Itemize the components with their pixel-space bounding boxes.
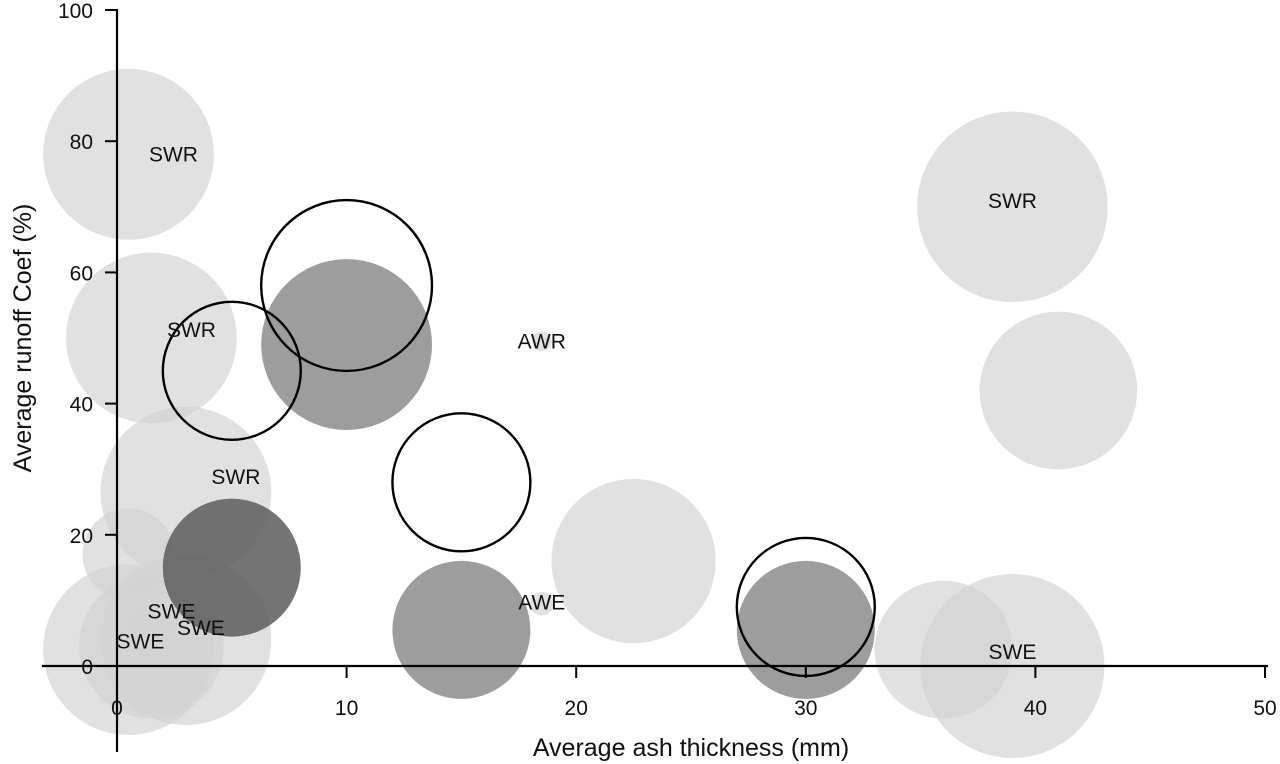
bubble-label: SWR bbox=[211, 466, 260, 489]
bubble-label: SWR bbox=[149, 143, 198, 166]
axes-layer: 0 10 20 30 40 50 0 20 40 60 80 100 Average ash thi… bbox=[9, 0, 1277, 762]
bubbles-layer bbox=[43, 68, 1138, 758]
y-tick-label: 40 bbox=[70, 394, 93, 417]
x-tick-label: 10 bbox=[335, 697, 358, 720]
y-tick-label: 20 bbox=[70, 525, 93, 548]
y-axis-title: Average runoff Coef (%) bbox=[9, 204, 37, 473]
bubble-light bbox=[551, 478, 716, 644]
bubble-light bbox=[529, 591, 554, 616]
bubble-outline bbox=[161, 300, 302, 441]
x-tick-label: 50 bbox=[1253, 697, 1276, 720]
x-tick-label: 0 bbox=[111, 697, 123, 720]
y-axis-ticks: 0 20 40 60 80 100 bbox=[58, 0, 117, 679]
bubble-label: AWE bbox=[518, 592, 565, 615]
bubble-label: SWE bbox=[117, 631, 165, 654]
bubble-light bbox=[531, 331, 552, 352]
bubble-mid bbox=[736, 560, 875, 699]
bubble-light bbox=[979, 311, 1138, 470]
bubble-label: SWE bbox=[148, 601, 196, 624]
bubble-label: SWE bbox=[177, 617, 225, 640]
x-axis-ticks: 0 10 20 30 40 50 bbox=[111, 666, 1277, 720]
bubble-mid bbox=[261, 259, 433, 430]
x-axis-title: Average ash thickness (mm) bbox=[533, 734, 849, 762]
bubble-light bbox=[43, 68, 214, 240]
bubble-label: SWE bbox=[989, 641, 1037, 664]
y-tick-label: 100 bbox=[58, 0, 93, 23]
bubble-outline bbox=[259, 198, 434, 373]
bubble-label: SWR bbox=[988, 190, 1037, 213]
bubble-label: AWR bbox=[518, 330, 566, 353]
x-tick-label: 40 bbox=[1024, 697, 1047, 720]
bubble-mid bbox=[392, 560, 531, 699]
bubble-outline bbox=[391, 412, 532, 553]
y-tick-label: 60 bbox=[70, 262, 93, 285]
bubble-light bbox=[66, 252, 237, 424]
bubble-light bbox=[917, 111, 1108, 303]
y-tick-label: 0 bbox=[81, 656, 93, 679]
y-tick-label: 80 bbox=[70, 131, 93, 154]
bubble-dark bbox=[162, 498, 301, 637]
x-tick-label: 30 bbox=[794, 697, 817, 720]
bubble-label: SWR bbox=[167, 319, 216, 342]
bubble-light bbox=[125, 600, 178, 653]
x-tick-label: 20 bbox=[565, 697, 588, 720]
